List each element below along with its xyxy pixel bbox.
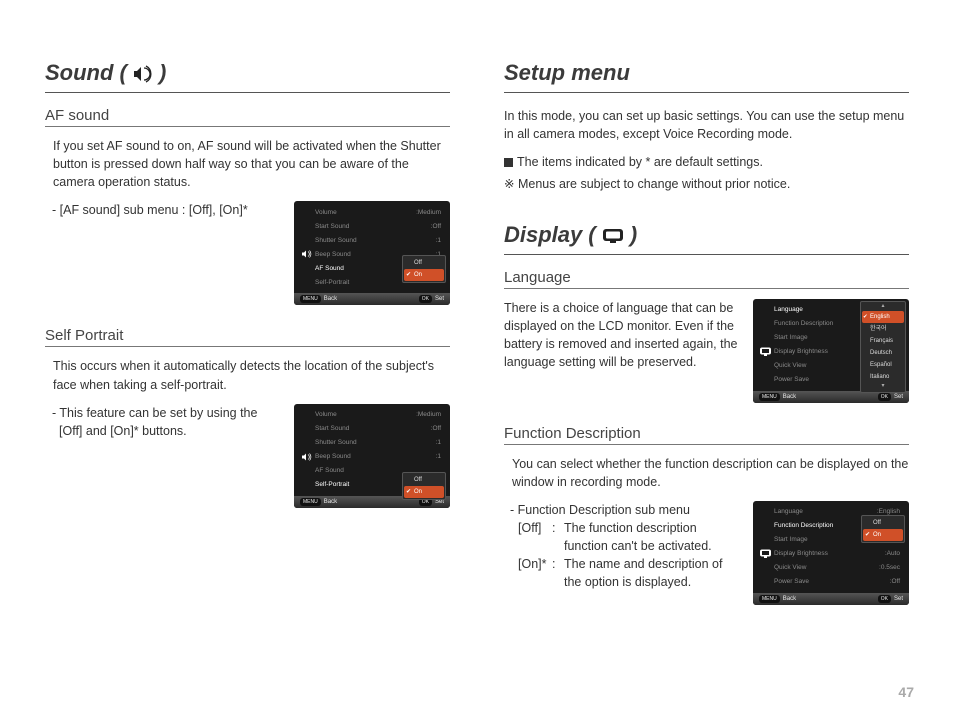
mini-row-label: Power Save — [774, 578, 890, 585]
setup-bullet1-text: The items indicated by * are default set… — [517, 155, 763, 169]
mini-row-label: Start Sound — [315, 223, 431, 230]
popup-arrow-down-icon[interactable]: ▾ — [862, 383, 904, 391]
mini-row-value: :1 — [436, 237, 445, 244]
mini-row-value: :Off — [431, 223, 445, 230]
mini-row-label: Display Brightness — [774, 550, 885, 557]
popup-opt-off[interactable]: Off — [404, 474, 444, 486]
back-label: Back — [324, 499, 337, 505]
mini-footer: MENU Back OK Set — [294, 293, 450, 305]
display-title: Display ( ) — [504, 222, 909, 255]
setup-bullet2-text: Menus are subject to change without prio… — [518, 177, 790, 191]
fd-body: You can select whether the function desc… — [504, 455, 909, 491]
fd-off-val: The function description function can't … — [564, 519, 741, 555]
display-mini-icon — [760, 548, 771, 559]
display-icon — [602, 228, 624, 244]
popup-arrow-up-icon[interactable]: ▴ — [862, 303, 904, 311]
self-portrait-heading: Self Portrait — [45, 327, 450, 347]
mini-row-value: :Off — [890, 578, 904, 585]
display-title-text: Display — [504, 222, 582, 248]
mini-row-label: Start Sound — [315, 425, 431, 432]
mini-footer: MENU Back OK Set — [753, 593, 909, 605]
popup-opt-off[interactable]: Off — [404, 257, 444, 269]
lang-opt[interactable]: Français — [862, 335, 904, 347]
sound-title-text: Sound — [45, 60, 113, 86]
menu-pill: MENU — [759, 393, 780, 401]
back-label: Back — [783, 394, 796, 400]
popup-opt-on[interactable]: On — [863, 529, 903, 541]
speaker-mini-icon — [301, 249, 312, 260]
af-sound-screenshot: Volume:Medium Start Sound:Off Shutter So… — [294, 201, 450, 305]
menu-pill: MENU — [300, 498, 321, 506]
lang-opt[interactable]: English — [862, 311, 904, 323]
lang-opt[interactable]: Italiano — [862, 371, 904, 383]
fd-screenshot: Language:English Function Description St… — [753, 501, 909, 605]
mini-row-label: Beep Sound — [315, 453, 436, 460]
mini-row-value: :1 — [436, 439, 445, 446]
fd-on-val: The name and description of the option i… — [564, 555, 741, 591]
lang-opt[interactable]: Deutsch — [862, 347, 904, 359]
mini-row-label: Shutter Sound — [315, 237, 436, 244]
mini-row-value: :Medium — [416, 209, 445, 216]
setup-bullet2: ※ Menus are subject to change without pr… — [504, 175, 909, 193]
square-bullet-icon — [504, 158, 513, 167]
mini-row-value: :Off — [431, 425, 445, 432]
setup-bullet1: The items indicated by * are default set… — [504, 153, 909, 171]
lang-opt[interactable]: 한국어 — [862, 323, 904, 335]
ok-pill: OK — [878, 393, 891, 401]
display-mini-icon — [760, 346, 771, 357]
setup-intro: In this mode, you can set up basic setti… — [504, 107, 909, 143]
fd-on-key: [On]* — [504, 555, 552, 591]
back-label: Back — [324, 296, 337, 302]
sound-title-paren: ( ) — [119, 60, 166, 86]
set-label: Set — [894, 394, 903, 400]
ok-pill: OK — [419, 295, 432, 303]
speaker-icon — [133, 65, 153, 83]
fd-heading: Function Description — [504, 425, 909, 445]
speaker-mini-icon — [301, 451, 312, 462]
page-number: 47 — [898, 684, 914, 700]
popup-opt-on[interactable]: On — [404, 269, 444, 281]
ok-pill: OK — [878, 595, 891, 603]
reference-mark-icon: ※ — [504, 177, 518, 191]
self-portrait-body: This occurs when it automatically detect… — [45, 357, 450, 393]
sound-title: Sound ( ) — [45, 60, 450, 93]
mini-row-value: :Auto — [885, 550, 904, 557]
set-label: Set — [435, 296, 444, 302]
menu-pill: MENU — [759, 595, 780, 603]
mini-row-label: Volume — [315, 209, 416, 216]
back-label: Back — [783, 596, 796, 602]
af-sound-popup: Off On — [402, 255, 446, 283]
mini-row-value: :Medium — [416, 411, 445, 418]
display-title-paren: ( ) — [588, 222, 637, 248]
fd-list-title: - Function Description sub menu — [504, 501, 741, 519]
language-heading: Language — [504, 269, 909, 289]
mini-row-label: Volume — [315, 411, 416, 418]
mini-row-label: Shutter Sound — [315, 439, 436, 446]
af-sound-heading: AF sound — [45, 107, 450, 127]
fd-popup: Off On — [861, 515, 905, 543]
language-screenshot: Language Function Description Start Imag… — [753, 299, 909, 403]
self-portrait-popup: Off On — [402, 472, 446, 500]
lang-opt[interactable]: Español — [862, 359, 904, 371]
mini-row-label: Quick View — [774, 564, 879, 571]
mini-row-value: :0.5sec — [879, 564, 904, 571]
popup-opt-off[interactable]: Off — [863, 517, 903, 529]
setup-menu-title: Setup menu — [504, 60, 909, 93]
language-popup: ▴ English 한국어 Français Deutsch Español I… — [860, 301, 906, 393]
fd-list: - Function Description sub menu [Off]:Th… — [504, 501, 741, 592]
af-sound-submenu: - [AF sound] sub menu : [Off], [On]* — [45, 201, 282, 219]
self-portrait-screenshot: Volume:Medium Start Sound:Off Shutter So… — [294, 404, 450, 508]
page: Sound ( ) AF sound If you set AF sound t… — [45, 60, 909, 605]
menu-pill: MENU — [300, 295, 321, 303]
af-sound-body: If you set AF sound to on, AF sound will… — [45, 137, 450, 191]
set-label: Set — [894, 596, 903, 602]
right-column: Setup menu In this mode, you can set up … — [504, 60, 909, 605]
left-column: Sound ( ) AF sound If you set AF sound t… — [45, 60, 450, 605]
language-body: There is a choice of language that can b… — [504, 299, 741, 372]
fd-off-key: [Off] — [504, 519, 552, 555]
self-portrait-submenu: - This feature can be set by using the [… — [45, 404, 282, 440]
mini-row-value: :1 — [436, 453, 445, 460]
popup-opt-on[interactable]: On — [404, 486, 444, 498]
